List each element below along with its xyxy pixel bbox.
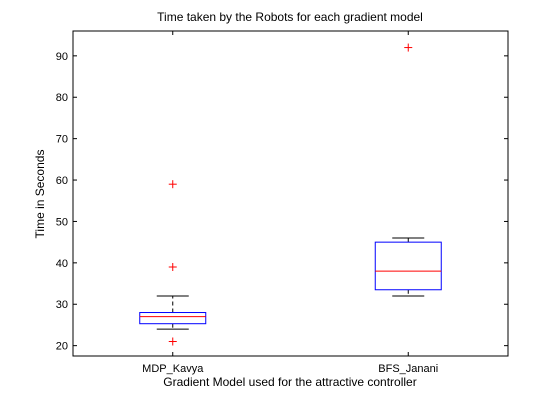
outlier-marker xyxy=(404,43,413,52)
x-tick-label: MDP_Kavya xyxy=(142,363,204,375)
x-axis: MDP_Kavya BFS_Janani xyxy=(142,31,438,375)
box-MDP_Kavya xyxy=(139,180,207,346)
x-axis-label: Gradient Model used for the attractive c… xyxy=(163,375,416,389)
outlier-marker xyxy=(168,262,177,271)
y-axis: 20 30 40 50 60 70 80 90 xyxy=(56,51,508,353)
box-series xyxy=(139,43,442,346)
y-axis-label: Time in Seconds xyxy=(33,150,47,239)
y-tick-label: 20 xyxy=(56,341,68,353)
y-tick-label: 30 xyxy=(56,299,68,311)
y-tick-label: 90 xyxy=(56,51,68,63)
y-tick-label: 70 xyxy=(56,134,68,146)
iqr-box xyxy=(139,312,207,325)
outlier-marker xyxy=(168,337,177,346)
y-tick-label: 60 xyxy=(56,175,68,187)
box-BFS_Janani xyxy=(374,43,442,297)
x-tick-label: BFS_Janani xyxy=(378,363,438,375)
y-tick-label: 80 xyxy=(56,92,68,104)
iqr-box xyxy=(374,241,442,291)
outlier-marker xyxy=(168,180,177,189)
y-tick-label: 50 xyxy=(56,216,68,228)
chart-title: Time taken by the Robots for each gradie… xyxy=(157,10,423,24)
y-tick-label: 40 xyxy=(56,258,68,270)
plot-area xyxy=(72,30,509,357)
